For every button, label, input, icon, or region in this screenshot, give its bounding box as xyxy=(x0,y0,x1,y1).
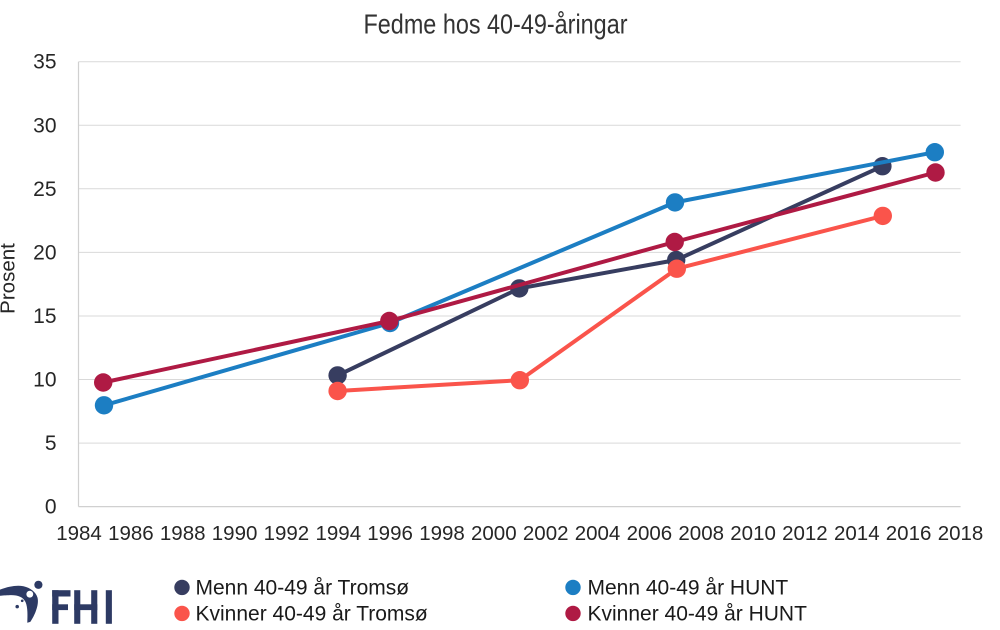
svg-text:1990: 1990 xyxy=(212,522,258,545)
svg-text:2006: 2006 xyxy=(627,522,673,545)
svg-text:0: 0 xyxy=(45,496,57,519)
svg-text:25: 25 xyxy=(33,178,56,201)
svg-text:2000: 2000 xyxy=(471,522,517,545)
svg-text:Menn 40-49 år HUNT: Menn 40-49 år HUNT xyxy=(588,577,789,600)
svg-text:1984: 1984 xyxy=(56,522,102,545)
svg-text:2012: 2012 xyxy=(782,522,828,545)
svg-text:1986: 1986 xyxy=(108,522,154,545)
svg-text:2018: 2018 xyxy=(938,522,984,545)
svg-text:2002: 2002 xyxy=(523,522,569,545)
svg-text:2014: 2014 xyxy=(834,522,880,545)
svg-text:1998: 1998 xyxy=(419,522,465,545)
svg-text:10: 10 xyxy=(33,369,56,392)
svg-text:30: 30 xyxy=(33,114,56,137)
svg-text:1996: 1996 xyxy=(367,522,413,545)
svg-text:2010: 2010 xyxy=(730,522,776,545)
svg-text:35: 35 xyxy=(33,51,56,74)
svg-text:2004: 2004 xyxy=(575,522,621,545)
svg-text:2008: 2008 xyxy=(678,522,724,545)
svg-text:1988: 1988 xyxy=(160,522,206,545)
svg-text:Kvinner 40-49 år HUNT: Kvinner 40-49 år HUNT xyxy=(588,603,808,626)
svg-text:1994: 1994 xyxy=(315,522,361,545)
svg-text:20: 20 xyxy=(33,241,56,264)
svg-text:Prosent: Prosent xyxy=(0,243,20,314)
svg-text:Menn 40-49 år Tromsø: Menn 40-49 år Tromsø xyxy=(196,577,410,600)
svg-text:2016: 2016 xyxy=(886,522,932,545)
svg-text:5: 5 xyxy=(45,432,57,455)
svg-text:15: 15 xyxy=(33,305,56,328)
svg-text:Kvinner 40-49 år Tromsø: Kvinner 40-49 år Tromsø xyxy=(196,603,428,626)
svg-text:Fedme hos 40-49-åringar: Fedme hos 40-49-åringar xyxy=(364,9,628,40)
svg-text:1992: 1992 xyxy=(264,522,310,545)
